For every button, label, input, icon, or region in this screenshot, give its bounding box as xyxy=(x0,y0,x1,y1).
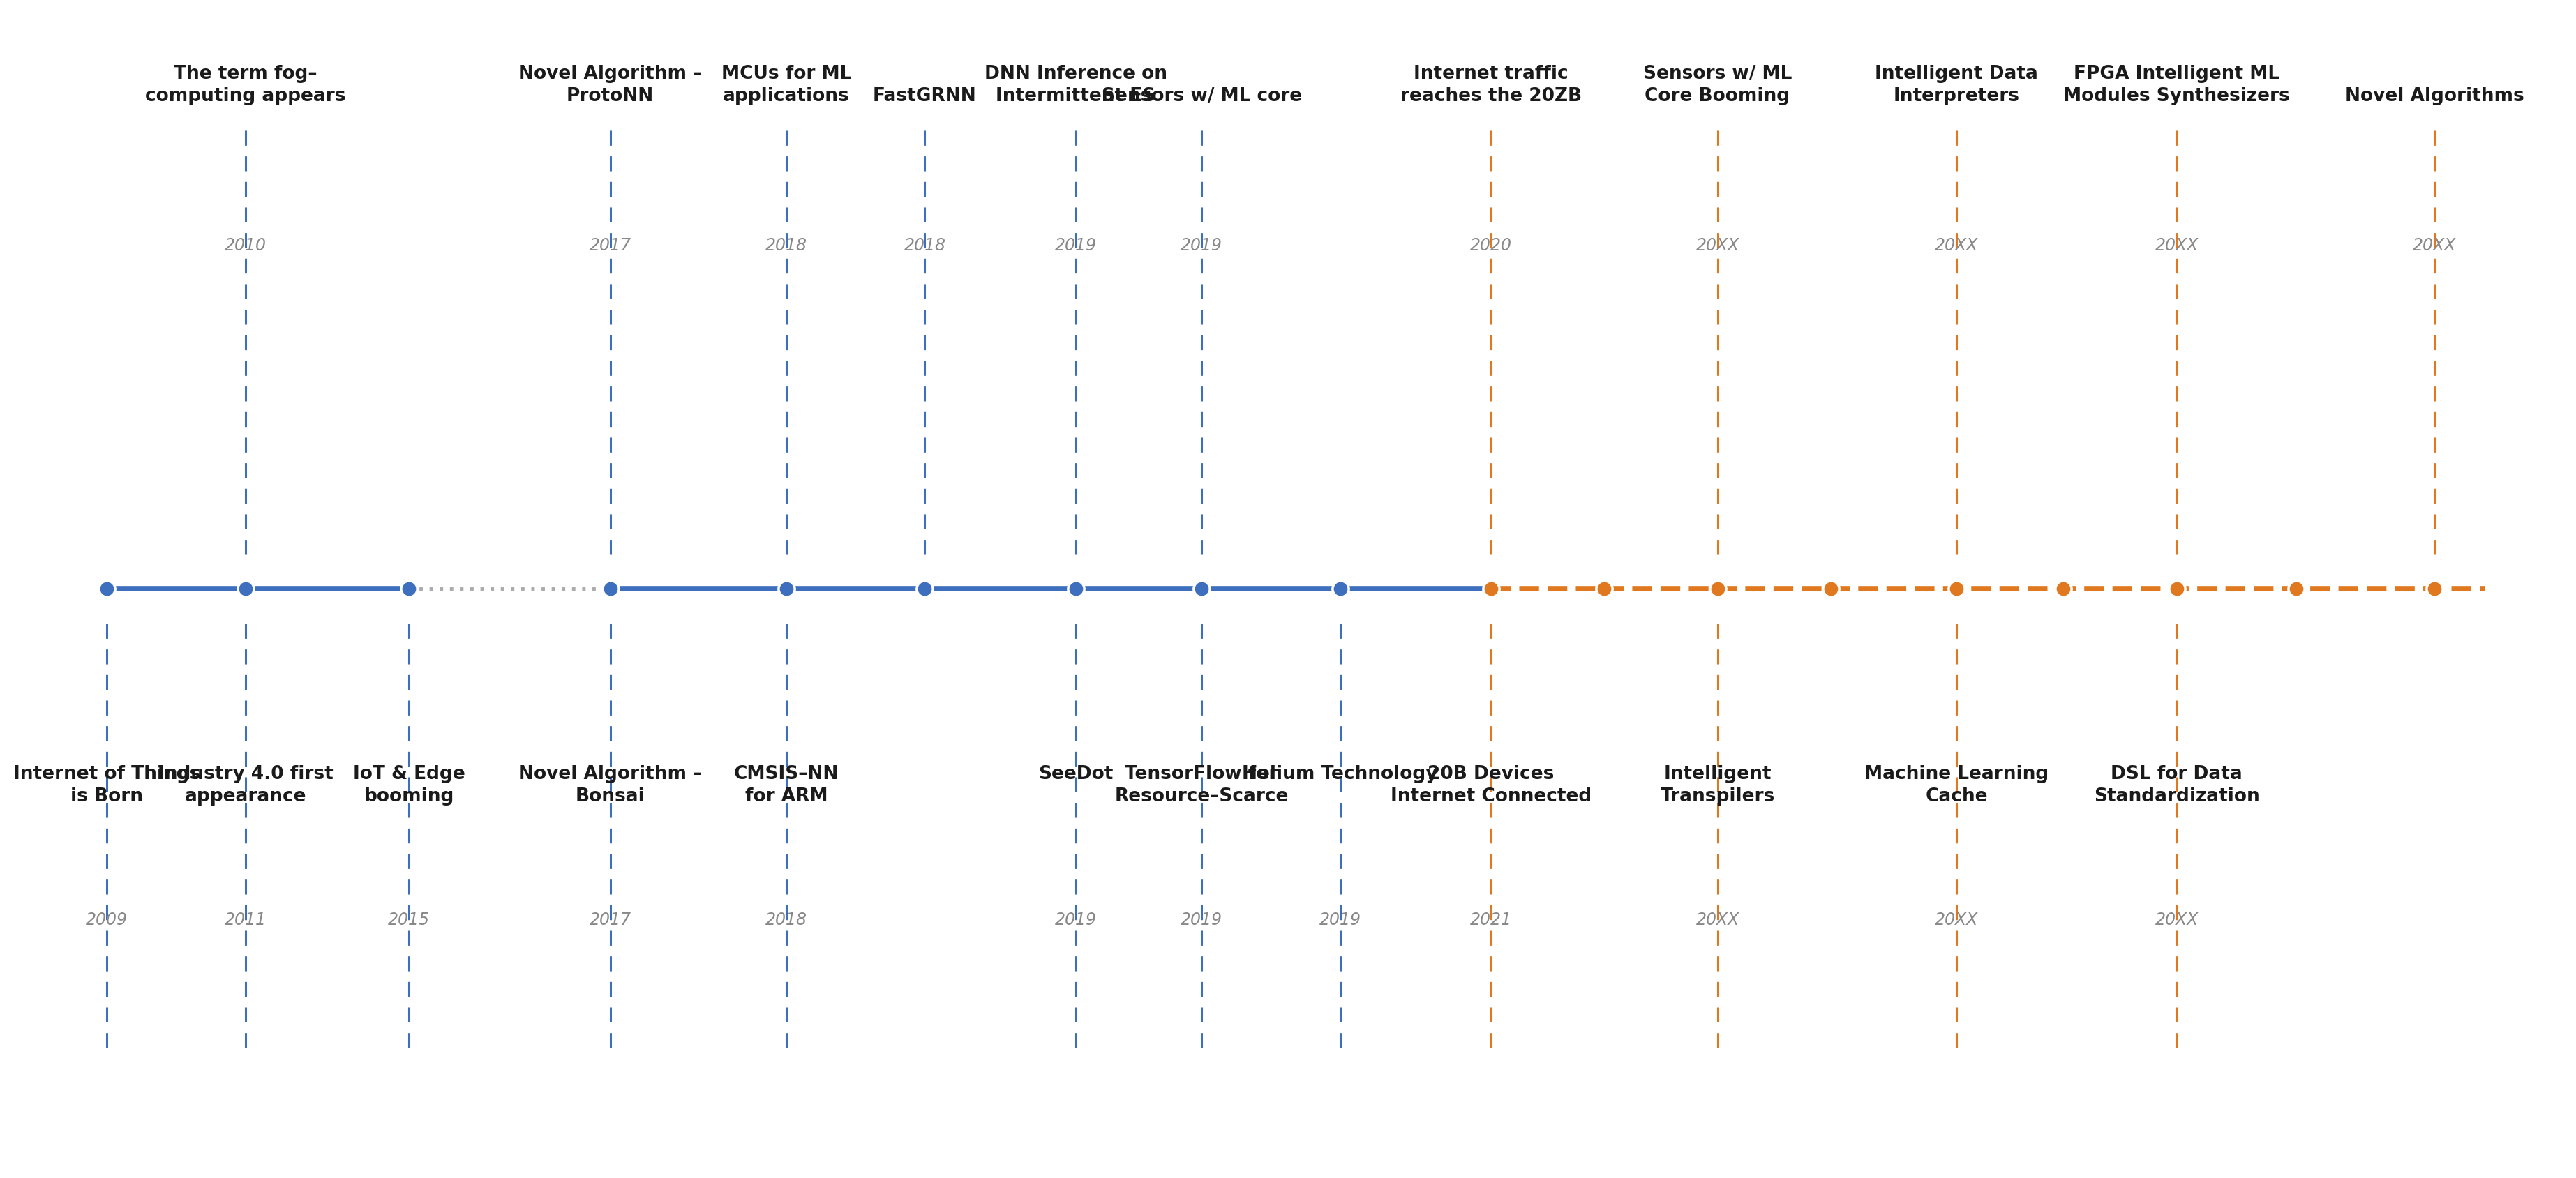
Point xyxy=(1319,580,1360,598)
Text: Intelligent
Transpilers: Intelligent Transpilers xyxy=(1659,765,1775,806)
Text: Internet of Things
is Born: Internet of Things is Born xyxy=(13,765,201,806)
Text: 2020: 2020 xyxy=(1471,237,1512,254)
Text: 2018: 2018 xyxy=(765,912,806,928)
Text: 20XX: 20XX xyxy=(1695,912,1739,928)
Text: Machine Learning
Cache: Machine Learning Cache xyxy=(1865,765,2048,806)
Point xyxy=(1056,580,1097,598)
Text: Novel Algorithm –
Bonsai: Novel Algorithm – Bonsai xyxy=(518,765,703,806)
Text: 2018: 2018 xyxy=(904,237,945,254)
Text: The term fog–
computing appears: The term fog– computing appears xyxy=(144,65,345,106)
Point xyxy=(2156,580,2197,598)
Text: 2018: 2018 xyxy=(765,237,806,254)
Text: 2011: 2011 xyxy=(224,912,265,928)
Point xyxy=(2275,580,2316,598)
Point xyxy=(224,580,265,598)
Point xyxy=(765,580,806,598)
Point xyxy=(1471,580,1512,598)
Text: 2019: 2019 xyxy=(1319,912,1360,928)
Text: SeeDot: SeeDot xyxy=(1038,765,1113,783)
Text: TensorFlow for
Resource–Scarce: TensorFlow for Resource–Scarce xyxy=(1115,765,1288,806)
Point xyxy=(2043,580,2084,598)
Point xyxy=(590,580,631,598)
Text: 20XX: 20XX xyxy=(2156,237,2197,254)
Text: Helium Technology: Helium Technology xyxy=(1242,765,1437,783)
Text: Sensors w/ ML core: Sensors w/ ML core xyxy=(1103,87,1301,106)
Text: 2019: 2019 xyxy=(1180,237,1224,254)
Text: 2017: 2017 xyxy=(590,912,631,928)
Text: 2021: 2021 xyxy=(1471,912,1512,928)
Text: MCUs for ML
applications: MCUs for ML applications xyxy=(721,65,853,106)
Text: 20XX: 20XX xyxy=(1695,237,1739,254)
Text: FastGRNN: FastGRNN xyxy=(873,87,976,106)
Text: 2019: 2019 xyxy=(1180,912,1224,928)
Text: FPGA Intelligent ML
Modules Synthesizers: FPGA Intelligent ML Modules Synthesizers xyxy=(2063,65,2290,106)
Text: Intelligent Data
Interpreters: Intelligent Data Interpreters xyxy=(1875,65,2038,106)
Text: Novel Algorithms: Novel Algorithms xyxy=(2344,87,2524,106)
Text: 20B Devices
Internet Connected: 20B Devices Internet Connected xyxy=(1391,765,1592,806)
Point xyxy=(904,580,945,598)
Text: 2009: 2009 xyxy=(85,912,129,928)
Text: Novel Algorithm –
ProtoNN: Novel Algorithm – ProtoNN xyxy=(518,65,703,106)
Text: 20XX: 20XX xyxy=(2414,237,2458,254)
Text: IoT & Edge
booming: IoT & Edge booming xyxy=(353,765,466,806)
Point xyxy=(2414,580,2455,598)
Text: 2010: 2010 xyxy=(224,237,265,254)
Text: DSL for Data
Standardization: DSL for Data Standardization xyxy=(2094,765,2259,806)
Point xyxy=(1584,580,1625,598)
Text: 2019: 2019 xyxy=(1054,237,1097,254)
Point xyxy=(1937,580,1978,598)
Text: 2017: 2017 xyxy=(590,237,631,254)
Text: 2015: 2015 xyxy=(389,912,430,928)
Text: Internet traffic
reaches the 20ZB: Internet traffic reaches the 20ZB xyxy=(1401,65,1582,106)
Point xyxy=(1811,580,1852,598)
Point xyxy=(1698,580,1739,598)
Text: DNN Inference on
Intermittent ES: DNN Inference on Intermittent ES xyxy=(984,65,1167,106)
Point xyxy=(88,580,129,598)
Text: 2019: 2019 xyxy=(1054,912,1097,928)
Point xyxy=(1180,580,1221,598)
Text: Industry 4.0 first
appearance: Industry 4.0 first appearance xyxy=(157,765,332,806)
Text: 20XX: 20XX xyxy=(2156,912,2197,928)
Text: CMSIS–NN
for ARM: CMSIS–NN for ARM xyxy=(734,765,840,806)
Point xyxy=(389,580,430,598)
Text: 20XX: 20XX xyxy=(1935,237,1978,254)
Text: Sensors w/ ML
Core Booming: Sensors w/ ML Core Booming xyxy=(1643,65,1793,106)
Text: 20XX: 20XX xyxy=(1935,912,1978,928)
